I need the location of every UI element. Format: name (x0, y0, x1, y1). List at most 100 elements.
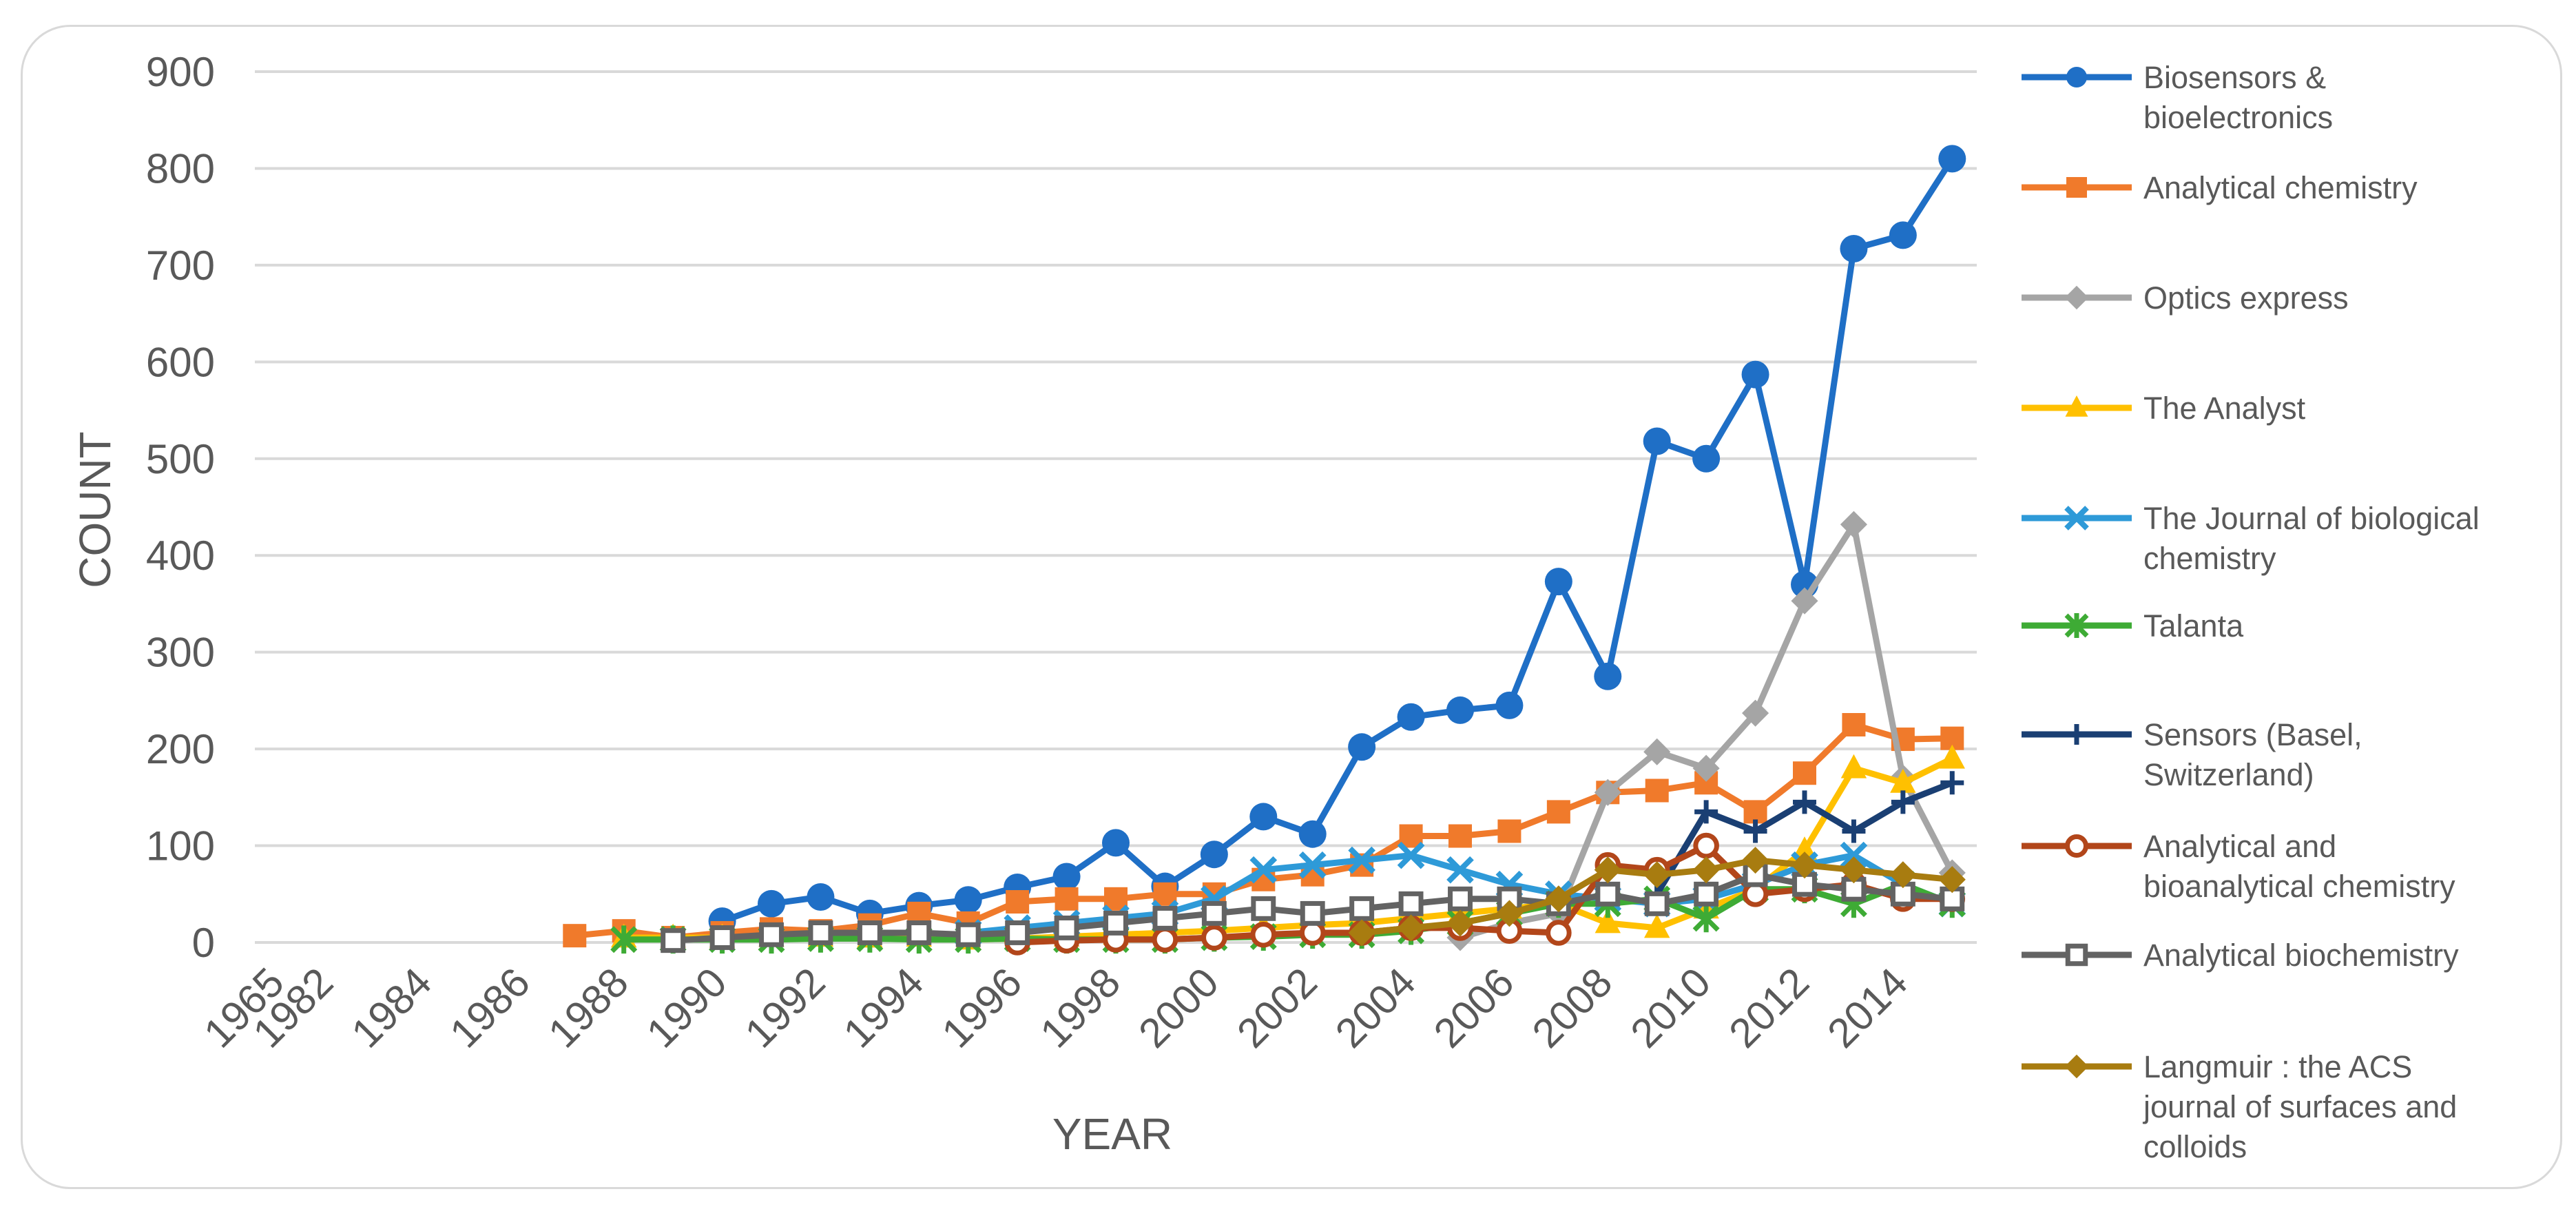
data-point (1643, 738, 1671, 765)
data-point (1594, 856, 1621, 884)
legend-item: The Analyst (2022, 391, 2306, 426)
x-tick-label: 2006 (1425, 959, 1523, 1057)
data-point (1348, 733, 1376, 761)
data-point (1495, 691, 1524, 719)
x-tick-label: 1984 (342, 959, 440, 1057)
data-point (2065, 943, 2088, 967)
data-point (1938, 145, 1966, 173)
x-tick-label: 1994 (835, 959, 933, 1057)
y-axis-ticks: 0 100 200 300 400 500 600 700 800 900 (146, 49, 215, 966)
data-point (1497, 819, 1521, 843)
data-point (1692, 754, 1720, 782)
legend-item: Analytical chemistry (2022, 170, 2418, 205)
data-point (2065, 834, 2088, 858)
legend-label: Talanta (2143, 608, 2244, 643)
data-point (1249, 803, 1278, 831)
legend-label: Optics express (2143, 280, 2349, 316)
data-point (1052, 863, 1081, 891)
x-tick-label: 2004 (1327, 959, 1424, 1057)
data-point (2066, 177, 2087, 198)
data-point (1645, 778, 1669, 803)
y-tick-label: 100 (146, 823, 215, 869)
data-point (1889, 861, 1917, 889)
x-tick-label: 1996 (933, 959, 1031, 1057)
data-point (1940, 771, 1964, 795)
data-point (2064, 613, 2089, 638)
legend-item: Analytical biochemistry (2022, 938, 2459, 973)
legend-label: Analytical and bioanalytical chemistry (2143, 829, 2455, 904)
y-tick-label: 600 (146, 339, 215, 385)
data-point (1102, 829, 1130, 857)
y-tick-label: 300 (146, 630, 215, 676)
x-tick-label: 1988 (539, 959, 637, 1057)
data-point (2066, 67, 2087, 87)
data-point (954, 886, 982, 914)
x-tick-label: 2002 (1228, 959, 1326, 1057)
data-point (1595, 881, 1621, 907)
x-tick-label: 2008 (1524, 959, 1621, 1057)
data-point (1152, 926, 1178, 953)
y-tick-label: 700 (146, 243, 215, 289)
data-point (1250, 921, 1277, 948)
data-point (1201, 900, 1227, 926)
x-tick-label: 1990 (638, 959, 736, 1057)
x-tick-label: 1992 (736, 959, 834, 1057)
legend-label: Biosensors & bioelectronics (2143, 60, 2333, 135)
legend-item: Biosensors & bioelectronics (2022, 60, 2333, 135)
y-tick-label: 900 (146, 49, 215, 95)
data-point (1446, 856, 1474, 884)
series-8 (661, 862, 1965, 953)
data-point (1298, 820, 1327, 848)
x-tick-label: 1998 (1031, 959, 1129, 1057)
data-point (1840, 235, 1868, 263)
data-point (1201, 925, 1227, 951)
x-tick-label: 2012 (1720, 959, 1818, 1057)
data-point (1938, 866, 1966, 894)
data-point (2064, 285, 2089, 310)
data-point (1595, 909, 1621, 933)
x-tick-label: 2000 (1130, 959, 1227, 1057)
data-point (1791, 836, 1818, 861)
data-point (1643, 861, 1671, 889)
data-point (1298, 851, 1327, 879)
data-point (1791, 587, 1818, 615)
data-point (1594, 662, 1622, 690)
data-point (758, 889, 785, 918)
data-point (1693, 832, 1719, 859)
data-point (1348, 919, 1375, 947)
legend-item: Optics express (2022, 280, 2349, 316)
data-point (1694, 800, 1718, 824)
legend-label: The Journal of biological chemistry (2143, 501, 2480, 576)
data-point (1889, 221, 1917, 249)
series-9 (1348, 847, 1966, 947)
y-tick-label: 200 (146, 726, 215, 772)
data-point (1692, 444, 1721, 473)
series-line (721, 156, 1955, 925)
data-point (1055, 887, 1079, 911)
data-point (2065, 395, 2088, 417)
data-point (1939, 744, 1965, 769)
data-point (1448, 886, 1473, 911)
data-point (1544, 568, 1572, 596)
data-point (1741, 360, 1769, 389)
data-point (1644, 891, 1670, 916)
data-point (1006, 890, 1030, 914)
legend-label: Analytical biochemistry (2143, 938, 2459, 973)
data-point (1349, 896, 1375, 921)
legend-label: The Analyst (2143, 391, 2306, 426)
data-point (1495, 900, 1523, 927)
data-point (808, 920, 833, 945)
legend-item: Langmuir : the ACS journal of surfaces an… (2022, 1049, 2457, 1164)
data-point (1200, 840, 1228, 869)
data-point (1398, 914, 1425, 942)
data-point (1842, 713, 1866, 736)
data-point (1348, 846, 1375, 874)
data-point (1694, 881, 1719, 907)
data-point (1397, 703, 1425, 731)
data-point (1545, 885, 1572, 913)
data-point (955, 922, 981, 947)
data-point (1643, 427, 1671, 455)
legend-label: Sensors (Basel, Switzerland) (2143, 717, 2362, 792)
data-point (1054, 915, 1079, 940)
